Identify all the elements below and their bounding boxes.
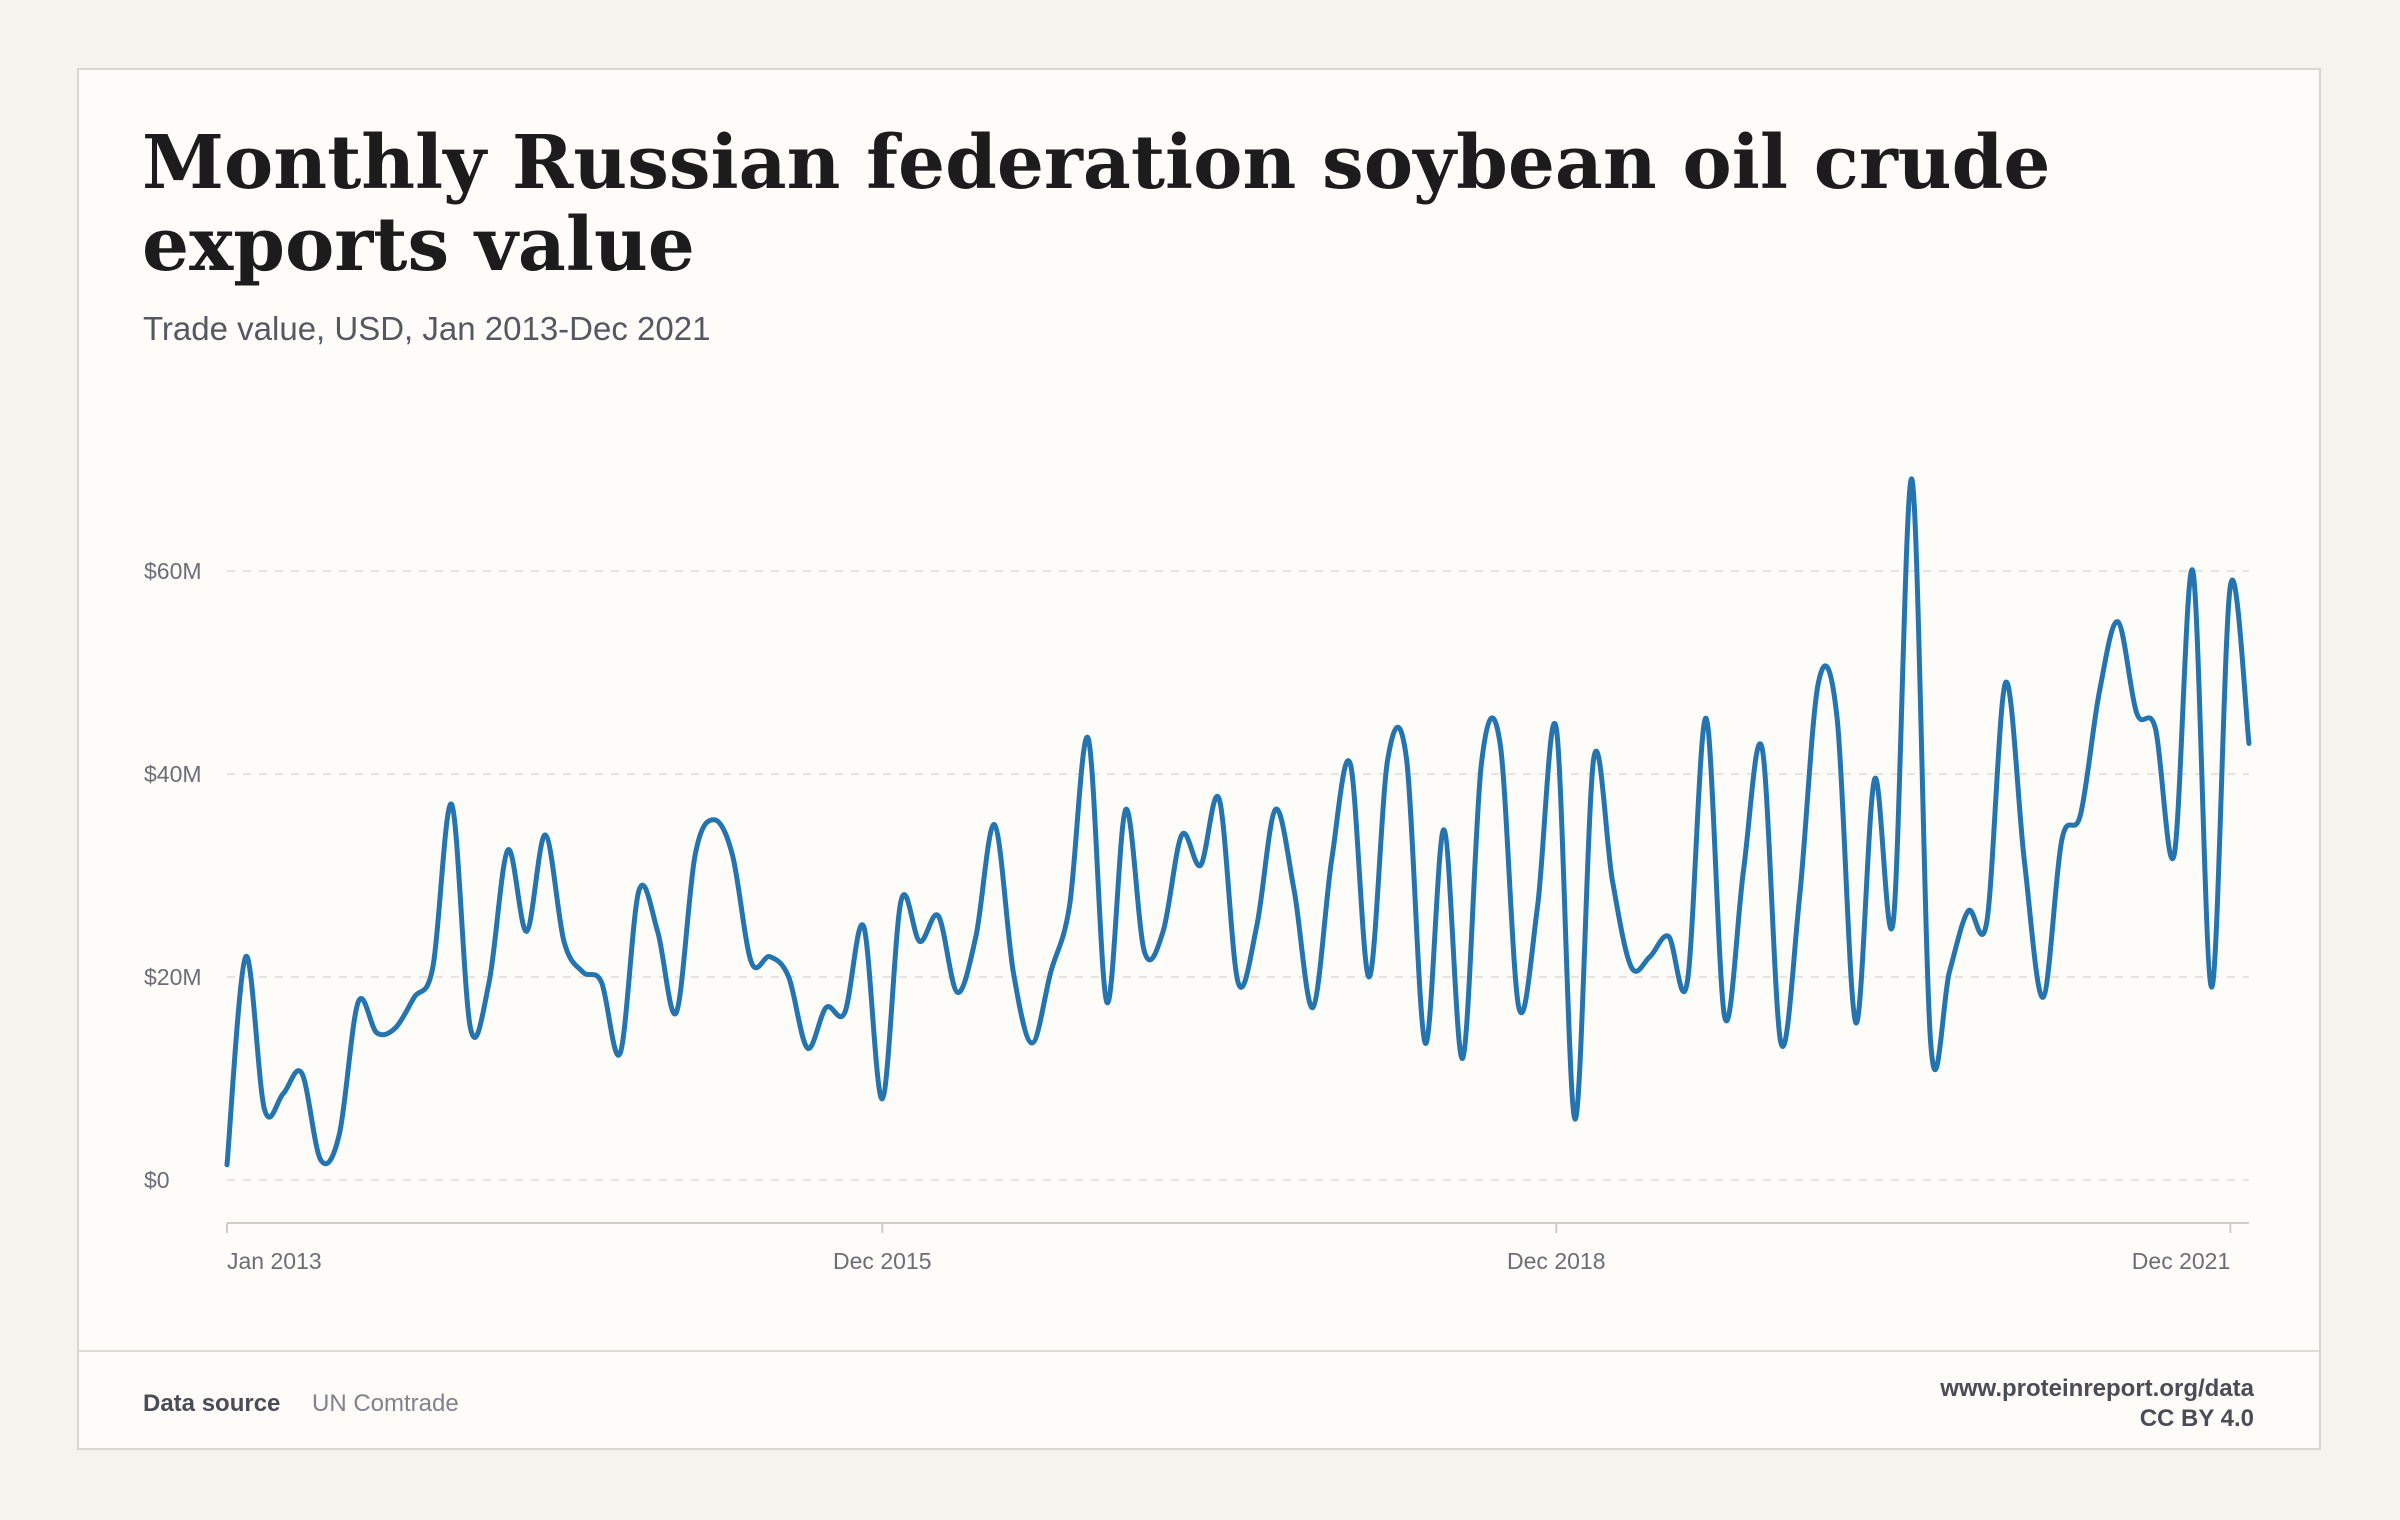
chart-title: Monthly Russian federation soybean oil c… — [142, 120, 2051, 288]
y-tick-label: $0 — [144, 1167, 170, 1193]
site-url: www.proteinreport.org/data — [1940, 1375, 2254, 1402]
x-tick-label: Dec 2018 — [1507, 1248, 1605, 1274]
data-source-label: Data source — [143, 1390, 281, 1417]
x-tick-label: Dec 2021 — [2132, 1248, 2230, 1274]
chart-subtitle: Trade value, USD, Jan 2013-Dec 2021 — [143, 310, 711, 347]
x-tick-label: Jan 2013 — [227, 1248, 322, 1274]
chart-card: Monthly Russian federation soybean oil c… — [77, 68, 2321, 1450]
license-label: CC BY 4.0 — [2139, 1405, 2254, 1432]
y-tick-label: $60M — [144, 558, 202, 584]
y-tick-label: $40M — [144, 761, 202, 787]
line-chart: $0 $20M $40M $60M Jan 2013 Dec 2015 Dec 2018 De… — [144, 476, 2252, 1274]
data-source-value: UN Comtrade — [312, 1390, 459, 1417]
footer-divider — [79, 1350, 2319, 1352]
y-tick-label: $20M — [144, 964, 202, 990]
series-line — [224, 476, 2252, 1168]
x-tick-label: Dec 2015 — [833, 1248, 931, 1274]
